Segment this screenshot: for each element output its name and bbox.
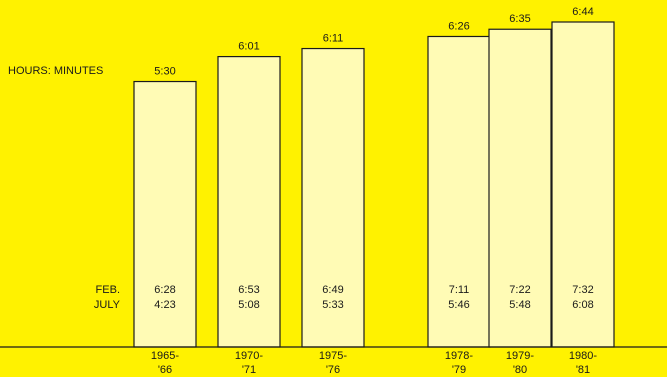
july-value: 4:23	[154, 299, 175, 311]
category-label-line2: '80	[513, 364, 527, 376]
bar	[301, 47, 365, 348]
feb-value: 7:32	[572, 284, 593, 296]
bar	[133, 80, 197, 348]
feb-value: 7:11	[449, 284, 470, 296]
unit-label: HOURS: MINUTES	[8, 65, 103, 77]
feb-value: 6:28	[154, 284, 175, 296]
feb-value: 6:53	[238, 284, 259, 296]
july-value: 5:48	[509, 299, 530, 311]
july-value: 5:33	[322, 299, 343, 311]
row-label-july: JULY	[94, 299, 121, 311]
row-label-feb: FEB.	[96, 284, 120, 296]
july-value: 5:46	[448, 299, 469, 311]
bar-value-label: 6:44	[572, 6, 593, 18]
category-label-line1: 1979-	[506, 350, 534, 362]
bar-value-label: 6:35	[509, 13, 530, 25]
category-label-line1: 1980-	[569, 350, 597, 362]
category-label-line1: 1970-	[235, 350, 263, 362]
bar-value-label: 6:11	[323, 33, 344, 45]
bar-value-label: 5:30	[154, 66, 175, 78]
bars-group: 5:30 6:28 4:23 1965- '66 6:01 6:53 5:08 1970- '71…	[133, 6, 615, 376]
category-label-line1: 1965-	[151, 350, 179, 362]
category-label-line2: '71	[242, 364, 256, 376]
bar	[551, 21, 615, 348]
bar	[217, 55, 281, 348]
category-label-line2: '76	[326, 364, 340, 376]
bar	[427, 35, 491, 348]
july-value: 5:08	[238, 299, 259, 311]
category-label-line2: '81	[576, 364, 590, 376]
bar-value-label: 6:01	[238, 41, 259, 53]
bar	[488, 28, 552, 348]
category-label-line2: '79	[452, 364, 466, 376]
feb-value: 6:49	[322, 284, 343, 296]
feb-value: 7:22	[509, 284, 530, 296]
bar-value-label: 6:26	[448, 20, 469, 32]
category-label-line2: '66	[158, 364, 172, 376]
category-label-line1: 1975-	[319, 350, 347, 362]
category-label-line1: 1978-	[445, 350, 473, 362]
july-value: 6:08	[572, 299, 593, 311]
